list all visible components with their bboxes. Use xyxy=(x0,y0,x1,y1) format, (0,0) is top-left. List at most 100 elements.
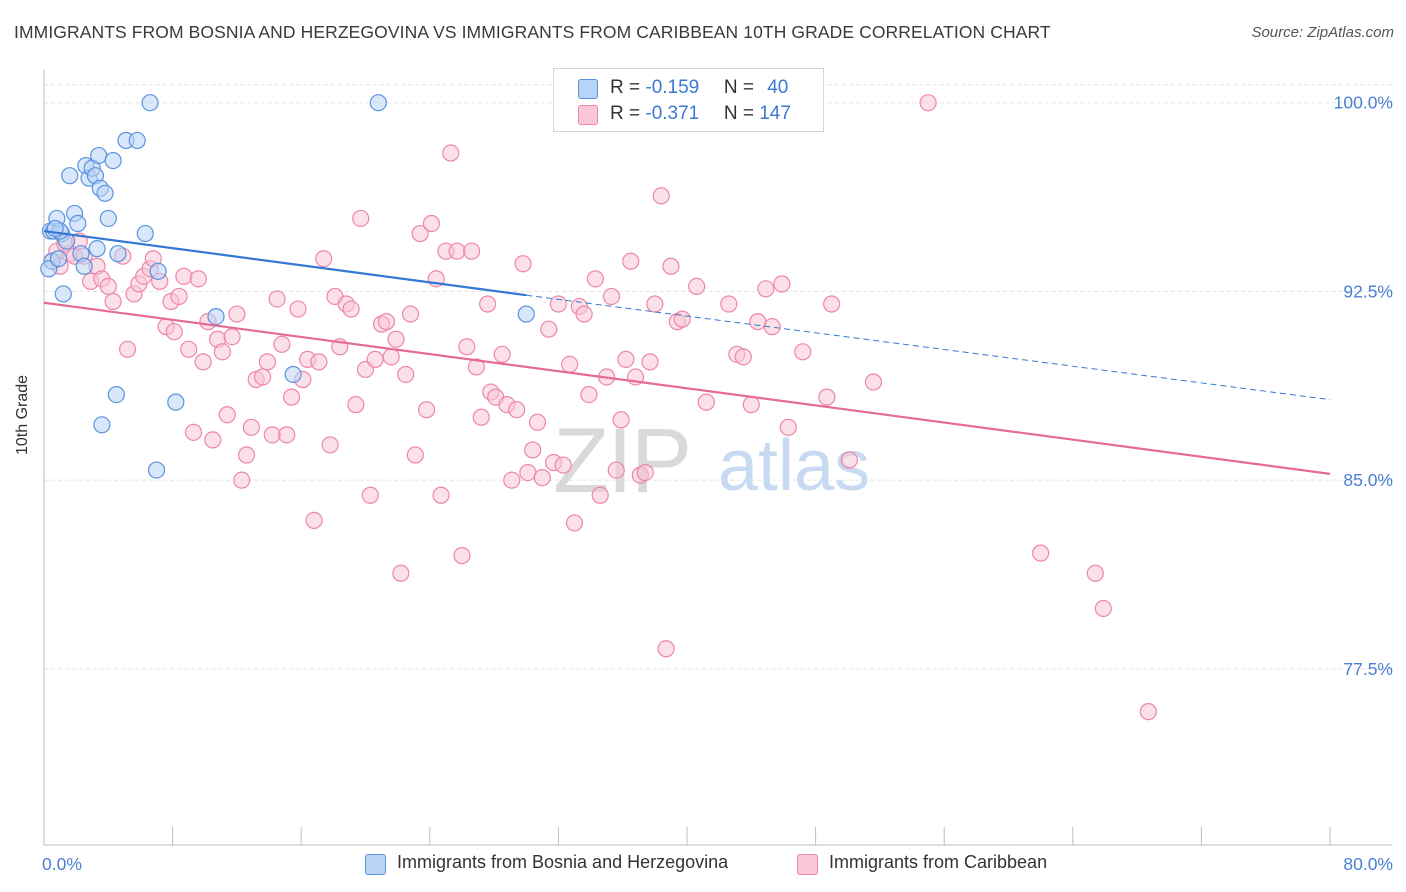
caribbean-point xyxy=(406,446,424,464)
caribbean-point xyxy=(397,365,415,384)
bosnia-point xyxy=(54,285,72,303)
caribbean-point xyxy=(254,368,272,386)
caribbean-point xyxy=(189,270,207,288)
bosnia-trend-extension xyxy=(526,294,1331,401)
bosnia-point xyxy=(136,224,154,243)
caribbean-point xyxy=(258,353,277,371)
caribbean-point xyxy=(479,295,497,313)
caribbean-point xyxy=(165,323,183,341)
caribbean-point xyxy=(411,224,429,243)
caribbean-point xyxy=(734,348,752,366)
caribbean-point xyxy=(392,564,410,582)
caribbean-point xyxy=(662,257,680,275)
caribbean-point xyxy=(673,310,691,328)
caribbean-point xyxy=(104,292,122,311)
caribbean-point xyxy=(213,343,232,361)
caribbean-point xyxy=(646,295,664,313)
caribbean-point xyxy=(237,446,256,464)
caribbean-point xyxy=(233,471,251,489)
caribbean-point xyxy=(204,431,222,449)
caribbean-point xyxy=(361,486,379,504)
caribbean-point xyxy=(223,328,241,346)
bosnia-point xyxy=(61,167,79,185)
caribbean-point xyxy=(602,287,621,306)
caribbean-point xyxy=(422,214,441,233)
caribbean-point xyxy=(467,358,486,376)
bottom-legend-swatch-bosnia xyxy=(365,854,386,875)
tick-labels: 100.0% 92.5% 85.0% 77.5% 0.0% 80.0% xyxy=(42,93,1393,874)
caribbean-point xyxy=(289,300,307,318)
caribbean-point xyxy=(586,270,604,288)
bottom-legend-swatch-caribbean xyxy=(797,854,818,875)
legend-swatch-caribbean xyxy=(578,105,598,125)
caribbean-point xyxy=(448,242,466,260)
caribbean-point xyxy=(823,295,841,313)
caribbean-point xyxy=(794,343,812,361)
caribbean-point xyxy=(278,426,296,444)
caribbean-point xyxy=(458,338,476,356)
y-tick-label: 100.0% xyxy=(1334,93,1393,113)
bosnia-trend-line xyxy=(43,229,527,297)
caribbean-points xyxy=(43,94,1157,721)
bosnia-point xyxy=(147,461,166,479)
caribbean-point xyxy=(273,335,291,353)
bosnia-point xyxy=(107,385,125,404)
bosnia-points xyxy=(40,94,535,479)
bosnia-point xyxy=(88,240,106,258)
bosnia-point xyxy=(369,94,387,112)
caribbean-point xyxy=(540,320,558,338)
bosnia-point xyxy=(69,214,87,233)
bosnia-point xyxy=(93,416,111,434)
caribbean-point xyxy=(1086,564,1104,582)
legend-n-value-bosnia: 40 xyxy=(767,77,789,98)
caribbean-point xyxy=(170,287,188,306)
axes xyxy=(43,70,1392,846)
stats-legend: R = -0.159 N = 40 R = -0.371 N = 147 xyxy=(553,68,824,132)
caribbean-point xyxy=(561,355,579,373)
caribbean-point xyxy=(565,514,584,532)
bosnia-point xyxy=(517,305,535,323)
y-tick-label: 92.5% xyxy=(1343,281,1393,301)
trend-lines xyxy=(43,229,1331,475)
y-tick-label: 77.5% xyxy=(1343,659,1393,679)
caribbean-point xyxy=(242,418,260,436)
caribbean-point xyxy=(636,463,654,482)
bosnia-point xyxy=(49,250,68,268)
caribbean-point xyxy=(864,373,883,391)
bosnia-point xyxy=(109,245,127,263)
caribbean-point xyxy=(310,353,328,371)
caribbean-point xyxy=(352,209,370,228)
legend-n-label: N = xyxy=(723,103,760,124)
caribbean-point xyxy=(462,242,481,260)
legend-r-label: R = xyxy=(610,77,646,98)
caribbean-point xyxy=(773,275,791,293)
bosnia-point xyxy=(99,209,117,228)
x-tick-label: 80.0% xyxy=(1343,854,1393,874)
caribbean-point xyxy=(218,406,236,424)
bosnia-point xyxy=(149,262,167,280)
caribbean-point xyxy=(554,456,572,474)
caribbean-point xyxy=(533,469,551,487)
caribbean-point xyxy=(401,305,420,323)
chart-title: IMMIGRANTS FROM BOSNIA AND HERZEGOVINA V… xyxy=(14,22,1051,42)
caribbean-point xyxy=(749,313,767,331)
bottom-legend-label-caribbean: Immigrants from Caribbean xyxy=(829,852,1048,872)
caribbean-point xyxy=(99,277,117,295)
caribbean-point xyxy=(387,330,405,348)
caribbean-point xyxy=(228,305,246,323)
caribbean-point xyxy=(720,295,738,313)
caribbean-point xyxy=(1094,599,1112,618)
bosnia-point xyxy=(128,131,146,150)
caribbean-point xyxy=(519,463,537,482)
caribbean-point xyxy=(377,313,395,331)
legend-swatch-bosnia xyxy=(578,79,598,99)
caribbean-point xyxy=(514,255,532,273)
gridlines xyxy=(44,84,1392,670)
caribbean-point xyxy=(1139,703,1157,721)
caribbean-point xyxy=(622,252,640,270)
caribbean-point xyxy=(263,426,281,444)
caribbean-point xyxy=(612,411,630,429)
caribbean-point xyxy=(688,277,706,295)
legend-n-value-caribbean: 147 xyxy=(759,103,791,124)
